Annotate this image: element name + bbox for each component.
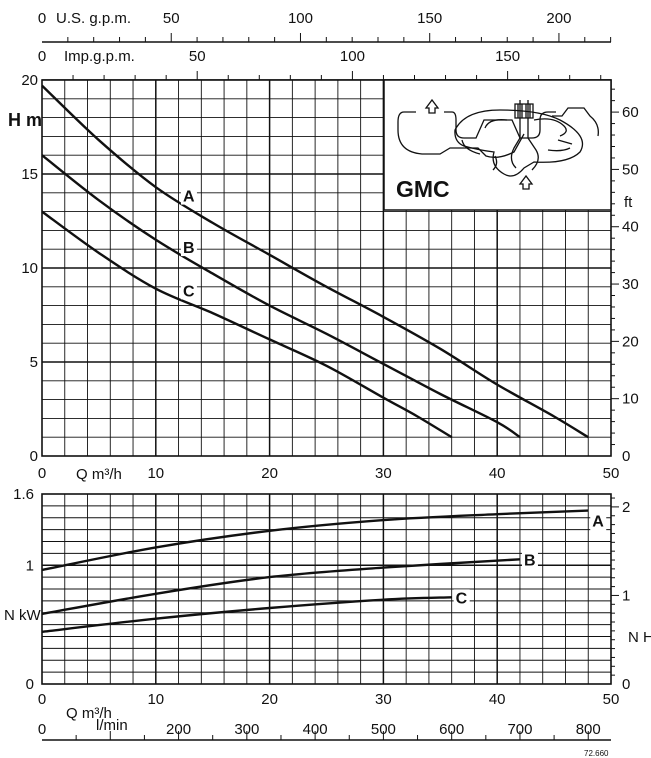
lmin-axis: 0 200 300 400 500 600 700 800 72.660 <box>38 721 611 758</box>
power-right-tick: 0 <box>622 676 630 693</box>
power-ylabel-right: N HP <box>628 629 651 646</box>
head-right-tick: 50 <box>622 161 639 178</box>
lmin-tick: 0 <box>38 721 46 738</box>
power-x-tick: 30 <box>375 691 392 708</box>
head-y-tick: 15 <box>21 166 38 183</box>
power-curve-label-bg <box>521 551 538 570</box>
head-y-tick: 20 <box>21 72 38 89</box>
power-curve-label-b: B <box>524 552 536 569</box>
head-y-tick: 10 <box>21 260 38 277</box>
head-plot: GMC A B C <box>41 79 612 457</box>
head-right-tick: 0 <box>622 448 630 465</box>
head-curve-c <box>41 210 453 439</box>
head-curve-label-bg <box>180 186 197 205</box>
impgpm-tick: 100 <box>340 48 365 65</box>
head-inset: GMC <box>383 79 612 211</box>
pump-diagram-icon <box>397 98 599 190</box>
head-x-tick: 40 <box>489 465 506 482</box>
lmin-tick: 300 <box>234 721 259 738</box>
usgpm-axis-label: U.S. g.p.m. <box>56 10 131 27</box>
power-x-tick: 50 <box>603 691 620 708</box>
lmin-tick: 200 <box>166 721 191 738</box>
impgpm-tick: 50 <box>189 48 206 65</box>
power-ylabel: N kW <box>4 607 42 624</box>
head-curve-a <box>41 84 589 439</box>
head-right-tick: 40 <box>622 219 639 236</box>
power-x-tick: 20 <box>261 691 278 708</box>
head-right-tick: 10 <box>622 391 639 408</box>
impgpm-tick: 150 <box>495 48 520 65</box>
power-xlabel: Q m³/h <box>66 705 112 722</box>
usgpm-tick: 0 <box>38 10 46 27</box>
power-right-tick: 2 <box>622 499 630 516</box>
impgpm-tick: 0 <box>38 48 46 65</box>
head-curve-label-c: C <box>183 283 195 300</box>
lmin-tick: 500 <box>371 721 396 738</box>
lmin-tick: 600 <box>439 721 464 738</box>
head-curve-label-bg <box>180 238 197 257</box>
power-curve-label-a: A <box>592 514 604 531</box>
power-xlabel-lmin: l/min <box>96 717 128 734</box>
head-xlabel: Q m³/h <box>76 466 122 483</box>
power-y-tick: 1.6 <box>13 486 34 503</box>
power-plot: A B C <box>41 493 612 685</box>
head-curve-label-a: A <box>183 189 195 206</box>
power-curve-label-bg <box>590 512 607 531</box>
head-right-tick: 20 <box>622 333 639 350</box>
lmin-tick: 700 <box>507 721 532 738</box>
head-curve-b <box>41 154 521 439</box>
lmin-tick: 400 <box>303 721 328 738</box>
usgpm-tick: 50 <box>163 10 180 27</box>
usgpm-axis: U.S. g.p.m. 0 50 100 150 200 <box>38 10 612 43</box>
power-x-tick: 0 <box>38 691 46 708</box>
power-curve-c <box>41 596 452 633</box>
head-ylabel-right: ft <box>624 194 633 211</box>
head-x-tick: 0 <box>38 465 46 482</box>
chart-code: 72.660 <box>584 749 609 758</box>
head-curve-label-bg <box>180 281 197 300</box>
usgpm-tick: 100 <box>288 10 313 27</box>
model-label: GMC <box>396 176 450 202</box>
head-x-tick: 50 <box>603 465 620 482</box>
power-curve-b <box>41 558 521 616</box>
power-y-tick: 1 <box>26 557 34 574</box>
power-y-tick: 0 <box>26 676 34 693</box>
head-x-tick: 30 <box>375 465 392 482</box>
head-x-tick: 20 <box>261 465 278 482</box>
usgpm-tick: 150 <box>417 10 442 27</box>
head-right-tick: 60 <box>622 104 639 121</box>
power-x-tick: 40 <box>489 691 506 708</box>
lmin-tick: 800 <box>576 721 601 738</box>
usgpm-tick: 200 <box>546 10 571 27</box>
power-curve-label-bg <box>453 589 470 608</box>
head-y-tick: 0 <box>30 448 38 465</box>
impgpm-axis: Imp.g.p.m. 0 50 100 150 <box>38 48 611 81</box>
head-curve-label-b: B <box>183 240 195 257</box>
power-right-tick: 1 <box>622 587 630 604</box>
head-ylabel-main: H m <box>8 110 42 130</box>
impgpm-axis-label: Imp.g.p.m. <box>64 48 135 65</box>
head-right-tick: 30 <box>622 276 639 293</box>
power-curve-a <box>41 509 589 572</box>
head-x-tick: 10 <box>147 465 164 482</box>
power-curve-label-c: C <box>456 590 468 607</box>
head-y-tick: 5 <box>30 354 38 371</box>
power-x-tick: 10 <box>147 691 164 708</box>
